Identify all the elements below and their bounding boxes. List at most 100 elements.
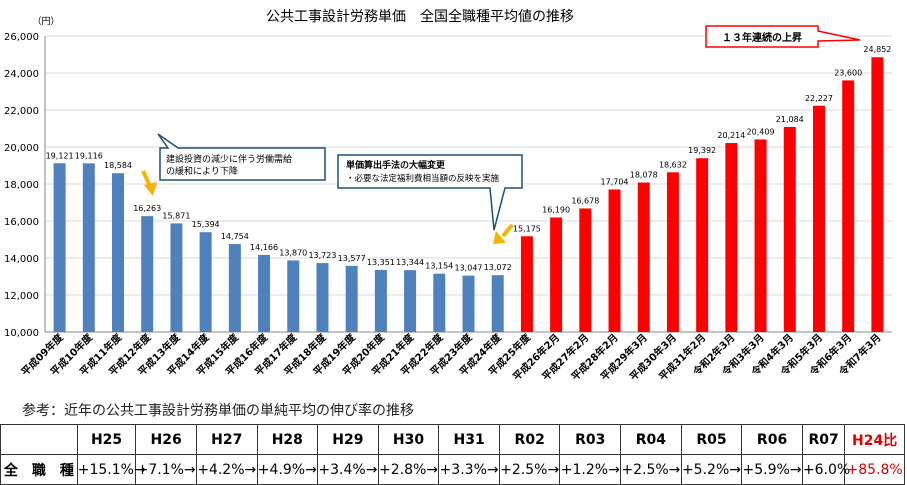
arrow-icon <box>493 223 514 244</box>
bars <box>53 57 884 333</box>
rate-header-cell: R02 <box>498 424 561 455</box>
bar-value-label: 13,154 <box>425 262 453 271</box>
bar <box>725 143 738 332</box>
rate-cell: +3.3%→ <box>438 454 500 485</box>
bar-value-label: 15,394 <box>192 220 220 229</box>
callout-method-change-body: ・必要な法定福利費相当額の反映を実施 <box>346 173 500 184</box>
bar-value-label: 16,678 <box>571 196 599 205</box>
rate-cell: +4.2%→ <box>195 454 258 485</box>
rate-header-cell: H30 <box>377 424 440 455</box>
bar <box>550 217 563 332</box>
bar <box>404 270 417 332</box>
bar-value-label: 13,344 <box>396 258 424 267</box>
x-axis-labels: 平成09年度平成10年度平成11年度平成12年度平成13年度平成14年度平成15… <box>18 330 883 383</box>
bar <box>258 254 271 332</box>
callout-consecutive-rise-text: １３年連続の上昇 <box>722 31 802 44</box>
bar <box>637 182 650 332</box>
bar-value-label: 20,409 <box>747 127 775 136</box>
bar <box>345 265 358 332</box>
bar-value-label: 14,754 <box>221 232 249 241</box>
bar <box>696 158 709 332</box>
bar-value-label: 23,600 <box>834 68 862 77</box>
callout-consecutive-rise: １３年連続の上昇 <box>705 25 861 48</box>
rate-header-cell: R03 <box>559 424 622 455</box>
bar <box>666 172 679 332</box>
rate-header-cell: H31 <box>438 424 500 455</box>
chart-title: 公共工事設計労務単価 全国全職種平均値の推移 <box>266 8 574 25</box>
callout-labor-decline-box <box>157 133 326 181</box>
bar <box>754 139 767 332</box>
callout-labor-decline-line1: 建設投資の減少に伴う労働需給 <box>166 153 292 165</box>
rate-cell: +15.1%→ <box>76 454 146 485</box>
y-tick-label: 14,000 <box>4 254 39 265</box>
callout-method-change-title: 単価算出手法の大幅変更 <box>346 159 446 171</box>
y-tick-label: 22,000 <box>4 106 39 117</box>
bar <box>520 236 533 332</box>
rate-header-cell: H25 <box>76 424 137 455</box>
y-axis-unit: （円） <box>32 16 59 27</box>
bar-value-label: 18,632 <box>659 160 687 169</box>
bar-value-label: 13,351 <box>367 258 395 267</box>
rate-table-header-row: H25 H26 H27 H28 H29 H30 H31 R02 R03 R04 … <box>0 424 905 455</box>
rate-header-cell: H26 <box>135 424 197 455</box>
bar-value-label: 22,227 <box>805 94 833 103</box>
rate-header-cell: R04 <box>620 424 682 455</box>
bar <box>112 173 125 332</box>
bar <box>433 273 446 332</box>
rate-cell: +3.4%→ <box>317 454 379 485</box>
bar <box>287 260 300 332</box>
y-tick-label: 12,000 <box>4 291 39 302</box>
y-tick-label: 24,000 <box>4 69 39 80</box>
callout-method-change: 単価算出手法の大幅変更 ・必要な法定福利費相当額の反映を実施 <box>337 154 523 231</box>
bar <box>141 216 154 332</box>
bar <box>374 270 387 332</box>
bar-value-label: 24,852 <box>863 45 891 54</box>
bar <box>579 208 592 332</box>
bar-value-label: 17,704 <box>601 177 629 186</box>
rate-cell: +7.1%→ <box>135 454 197 485</box>
rate-cell: +5.2%→ <box>680 454 743 485</box>
callout-labor-decline-line2: の緩和により下降 <box>166 165 238 177</box>
bar <box>812 105 825 332</box>
labor-cost-chart: 公共工事設計労務単価 全国全職種平均値の推移 （円） 10,00012,0001… <box>4 8 892 383</box>
rate-cell: +4.9%→ <box>256 454 319 485</box>
bar-value-label: 16,190 <box>542 205 570 214</box>
y-tick-label: 26,000 <box>4 32 39 43</box>
bar <box>608 189 621 332</box>
rate-cell: +2.5%→ <box>498 454 561 485</box>
rate-header-cell: R06 <box>741 424 803 455</box>
bar <box>842 80 855 333</box>
bar-value-label: 13,723 <box>308 251 336 260</box>
bar <box>491 275 504 332</box>
bar-value-label: 14,166 <box>250 243 278 252</box>
rate-cell-total: +85.8% <box>844 454 905 485</box>
y-axis-ticks: 10,000 12,000 14,000 16,000 18,000 20,000 22,0… <box>4 32 39 339</box>
rate-row-label: 全 職 種 <box>0 454 78 485</box>
rate-cell: +2.5%→ <box>620 454 682 485</box>
bar-value-label: 13,870 <box>279 248 307 257</box>
bar-value-label: 19,392 <box>688 146 716 155</box>
rate-cell: +6.0% <box>801 454 850 485</box>
bar <box>53 163 66 332</box>
bar <box>462 275 475 332</box>
rate-table-row: 全 職 種 +15.1%→ +7.1%→ +4.2%→ +4.9%→ +3.4%… <box>0 454 905 485</box>
bar-value-label: 19,116 <box>75 151 103 160</box>
rate-header-cell-total: H24比 <box>844 424 905 455</box>
bar <box>871 57 884 332</box>
growth-rate-table: H25 H26 H27 H28 H29 H30 H31 R02 R03 R04 … <box>0 424 905 485</box>
arrow-icon <box>141 170 157 196</box>
bar-value-label: 18,584 <box>104 161 132 170</box>
rate-header-cell: H28 <box>256 424 319 455</box>
rate-table-caption: 参考：近年の公共工事設計労務単価の単純平均の伸び率の推移 <box>22 403 414 419</box>
bar-value-label: 16,263 <box>133 204 161 213</box>
bar <box>199 232 212 332</box>
callout-consecutive-rise-box <box>705 25 861 48</box>
y-tick-label: 20,000 <box>4 143 39 154</box>
rate-header-cell: H27 <box>195 424 258 455</box>
rate-cell: +1.2%→ <box>559 454 622 485</box>
rate-header-cell: H29 <box>317 424 379 455</box>
rate-cell: +5.9%→ <box>741 454 803 485</box>
bar-value-label: 13,072 <box>484 263 512 272</box>
bar <box>783 126 796 332</box>
